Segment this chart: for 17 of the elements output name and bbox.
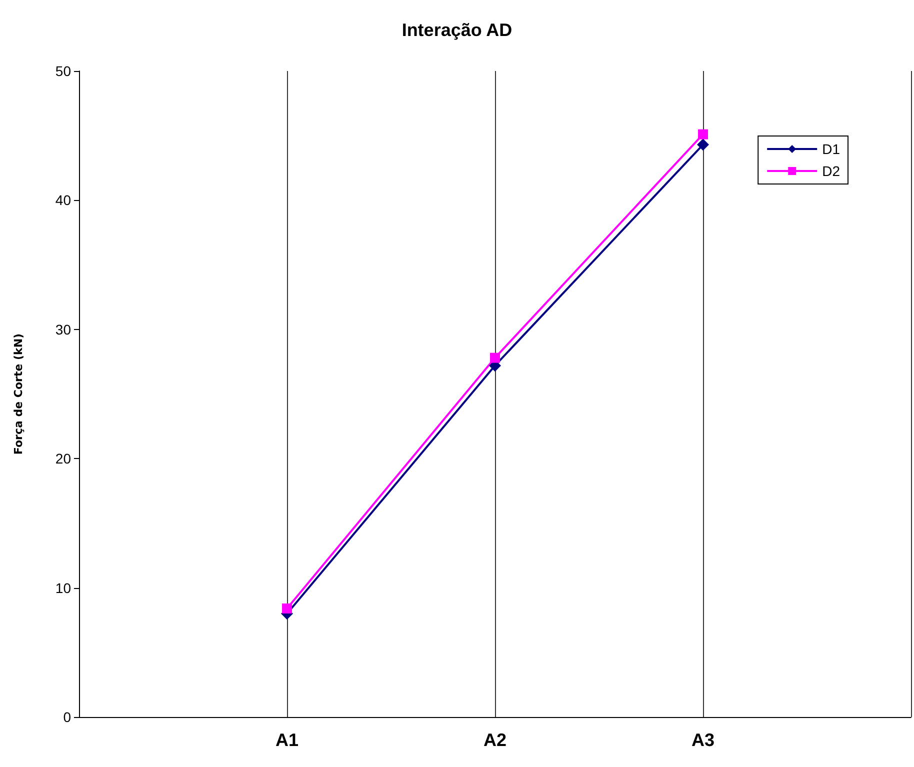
y-tick-label: 50 (55, 63, 72, 79)
y-tick-label: 0 (63, 709, 72, 725)
y-tick-label: 40 (55, 192, 72, 208)
point (490, 352, 500, 363)
x-tick-label: A3 (691, 730, 715, 750)
x-tick-label: A2 (483, 730, 507, 750)
point (697, 138, 709, 151)
point (698, 129, 708, 140)
y-axis-title: Força de Corte (kN) (12, 333, 25, 455)
legend-label: D2 (822, 163, 840, 179)
legend-label: D1 (822, 141, 840, 157)
point (282, 603, 292, 614)
y-tick-label: 10 (55, 580, 72, 596)
chart-title: Interação AD (402, 20, 512, 40)
y-tick-label: 20 (55, 450, 72, 467)
x-tick-label: A1 (275, 730, 299, 750)
y-tick-label: 30 (55, 321, 72, 338)
